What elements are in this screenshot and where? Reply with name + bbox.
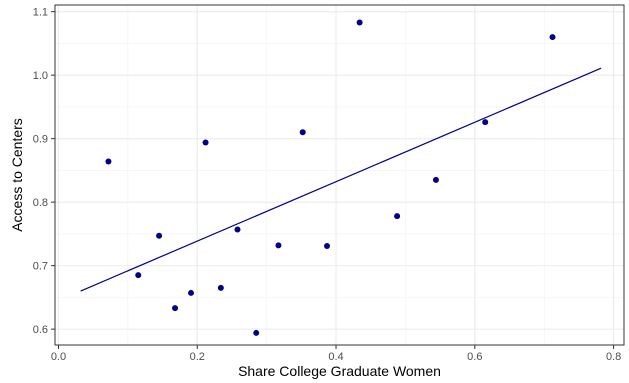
y-tick-label: 0.8 — [33, 197, 48, 209]
data-point — [188, 289, 195, 296]
x-tick-label: 0.4 — [328, 351, 343, 363]
data-point — [253, 329, 260, 336]
x-tick-label: 0.2 — [190, 351, 205, 363]
data-point — [234, 226, 241, 233]
x-axis-ticks: 0.0 0.2 0.4 0.6 0.8 — [51, 345, 621, 363]
data-point — [299, 129, 306, 136]
x-tick-label: 0.8 — [606, 351, 621, 363]
data-point — [432, 176, 439, 183]
data-point — [135, 272, 142, 279]
plot-panel-border — [54, 4, 625, 346]
x-tick-label: 0.0 — [51, 351, 66, 363]
y-tick-label: 1.0 — [33, 70, 48, 82]
data-point — [324, 242, 331, 249]
data-point — [105, 158, 112, 165]
y-tick-label: 1.1 — [33, 7, 48, 19]
data-point — [549, 34, 556, 41]
y-axis-title: Access to Centers — [9, 118, 25, 232]
data-point — [217, 284, 224, 291]
data-point — [172, 305, 179, 312]
data-point — [202, 139, 209, 146]
y-axis-ticks: 0.6 0.7 0.8 0.9 1.0 1.1 — [33, 7, 55, 336]
data-point — [156, 232, 163, 239]
x-axis-title: Share College Graduate Women — [238, 363, 441, 379]
data-point — [275, 242, 282, 249]
data-point — [356, 19, 363, 26]
points-layer — [105, 19, 556, 336]
fit-line-layer — [80, 67, 602, 292]
grid-layer — [55, 5, 624, 345]
x-tick-label: 0.6 — [467, 351, 482, 363]
data-point — [394, 213, 401, 220]
y-tick-label: 0.6 — [33, 324, 48, 336]
y-tick-label: 0.7 — [33, 261, 48, 273]
y-tick-label: 0.9 — [33, 134, 48, 146]
data-point — [482, 119, 489, 126]
fit-line — [80, 67, 602, 292]
